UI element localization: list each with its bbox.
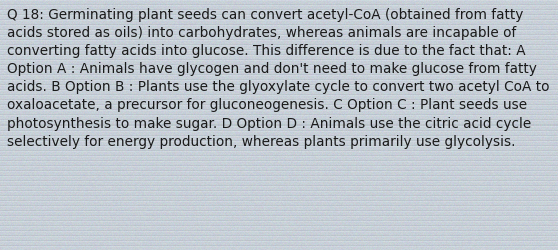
Text: Q 18: Germinating plant seeds can convert acetyl-CoA (obtained from fatty acids : Q 18: Germinating plant seeds can conver…	[7, 8, 550, 148]
